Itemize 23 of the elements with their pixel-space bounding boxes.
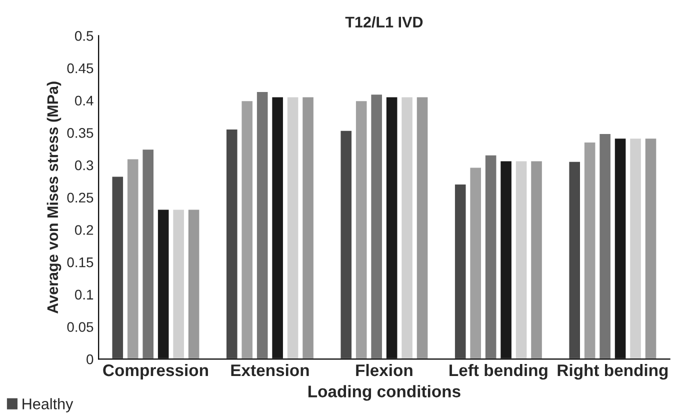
x-tick-label: Right bending xyxy=(558,364,668,380)
x-tick-label: Compression xyxy=(103,364,208,380)
y-tick-label: 0.35 xyxy=(67,128,94,138)
y-tick-label: 0.05 xyxy=(67,322,94,332)
chart-title: T12/L1 IVD xyxy=(345,16,423,28)
x-tick-label: Flexion xyxy=(356,364,412,376)
y-tick-label: 0 xyxy=(86,354,94,364)
y-tick-label: 0.15 xyxy=(67,257,94,268)
x-tick-label: Left bending xyxy=(450,364,548,380)
bar xyxy=(301,96,315,360)
y-tick-label: 0.1 xyxy=(74,290,94,300)
y-tick-label: 0.5 xyxy=(74,31,94,41)
y-tick-label: 0.3 xyxy=(74,160,94,170)
y-axis-title: Average von Mises stress (MPa) xyxy=(46,82,62,314)
y-tick-label: 0.25 xyxy=(67,192,94,203)
x-axis-title: Loading conditions xyxy=(308,385,460,401)
bar xyxy=(454,183,468,360)
x-tick-label: Extension xyxy=(231,364,309,376)
bar xyxy=(225,128,239,360)
y-tick-label: 0.4 xyxy=(74,96,94,106)
y-tick-label: 0.2 xyxy=(74,225,94,235)
legend-label: Healthy xyxy=(22,398,74,412)
y-tick-label: 0.45 xyxy=(67,63,94,74)
